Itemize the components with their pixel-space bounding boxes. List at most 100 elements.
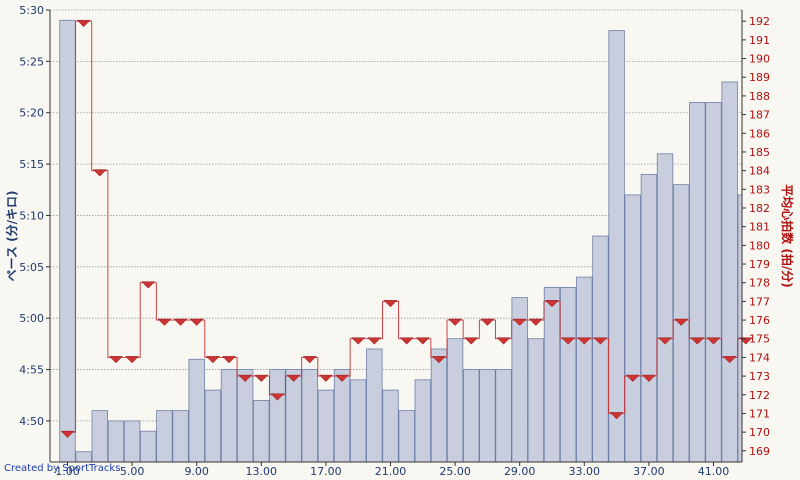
pace-bar-14 (269, 369, 286, 463)
pace-bar-41 (705, 102, 722, 463)
heartrate-line (60, 19, 753, 438)
right-tick-label-15: 184 (749, 165, 770, 178)
pace-bar-3 (91, 410, 108, 463)
heartrate-point-29 (512, 318, 527, 326)
right-tick-label-13: 182 (749, 202, 770, 215)
heartrate-point-27 (480, 318, 495, 326)
pace-bars (59, 19, 743, 463)
heartrate-point-36 (625, 374, 640, 382)
axes (49, 10, 743, 463)
pace-bar-32 (559, 286, 577, 463)
heartrate-point-12 (238, 374, 253, 382)
pace-bar-16 (301, 369, 318, 463)
right-tick-label-8: 177 (749, 295, 770, 308)
right-tick-label-1: 170 (749, 426, 770, 439)
heartrate-point-7 (157, 318, 172, 326)
pace-bar-37 (640, 173, 658, 463)
x-tick-label-5: 21.00 (375, 465, 407, 478)
x-axis-ticks: 1.00 5.00 9.00 13.00 17.00 21.00 25.00 29.00 33.… (55, 462, 729, 478)
pace-bar-20 (366, 348, 383, 463)
pace-bar-9 (188, 358, 205, 463)
pace-bar-18 (333, 369, 351, 463)
heartrate-point-16 (302, 356, 317, 364)
pace-bar-2 (75, 451, 92, 463)
heartrate-point-34 (593, 337, 608, 345)
pace-bar-12 (236, 369, 254, 463)
right-tick-label-3: 172 (749, 389, 770, 402)
x-tick-label-9: 37.00 (633, 465, 665, 478)
right-tick-label-19: 188 (749, 90, 770, 103)
x-tick-label-7: 29.00 (504, 465, 536, 478)
pace-bar-7 (156, 410, 173, 463)
heartrate-point-33 (577, 337, 592, 345)
heartrate-point-26 (464, 337, 479, 345)
pace-bar-31 (543, 286, 561, 463)
heartrate-point-30 (528, 318, 543, 326)
right-tick-label-16: 185 (749, 146, 770, 159)
heartrate-point-35 (609, 412, 624, 420)
pace-bar-19 (350, 379, 367, 463)
right-tick-label-23: 192 (749, 15, 770, 28)
pace-bar-26 (463, 369, 480, 463)
pace-bar-6 (140, 430, 157, 463)
heartrate-point-38 (657, 337, 673, 345)
heartrate-point-1 (60, 430, 75, 438)
heartrate-point-4 (108, 356, 124, 364)
right-tick-label-17: 186 (749, 127, 770, 140)
right-tick-label-9: 178 (749, 277, 770, 290)
right-axis-label: 平均心拍数 (拍/分) (780, 184, 795, 288)
pace-bar-4 (107, 420, 125, 463)
x-tick-label-8: 33.00 (569, 465, 601, 478)
heartrate-point-23 (415, 337, 430, 345)
heartrate-point-10 (205, 356, 220, 364)
heartrate-point-9 (189, 318, 204, 326)
left-axis-label: ペース (分/キロ) (4, 191, 19, 282)
pace-bar-42 (721, 81, 738, 463)
pace-bar-27 (479, 369, 496, 463)
grid (50, 9, 742, 422)
pace-bar-28 (495, 369, 512, 463)
left-tick-label-0: 4:50 (19, 415, 44, 428)
right-tick-label-2: 171 (749, 407, 770, 420)
heartrate-point-28 (496, 337, 511, 345)
x-tick-label-0: 1.00 (55, 465, 80, 478)
pace-bar-1 (59, 19, 76, 463)
heartrate-point-39 (674, 318, 689, 326)
heartrate-point-19 (351, 337, 366, 345)
right-tick-label-20: 189 (749, 71, 770, 84)
pace-bar-8 (172, 410, 189, 463)
heartrate-point-15 (286, 374, 301, 382)
credit-text: Created by SportTracks (4, 463, 121, 474)
right-tick-label-0: 169 (749, 445, 770, 458)
heartrate-point-42 (722, 356, 737, 364)
heartrate-point-18 (334, 374, 350, 382)
heartrate-point-11 (221, 356, 237, 364)
heartrate-point-32 (561, 337, 576, 345)
left-tick-label-3: 5:05 (19, 261, 44, 274)
right-tick-label-7: 176 (749, 314, 770, 327)
left-tick-label-2: 5:00 (19, 312, 44, 325)
heartrate-point-41 (706, 337, 721, 345)
heartrate-point-3 (92, 169, 107, 177)
right-tick-label-10: 179 (749, 258, 770, 271)
heartrate-point-5 (124, 356, 140, 364)
left-tick-label-6: 5:20 (19, 107, 44, 120)
pace-bar-23 (414, 379, 431, 463)
left-tick-label-5: 5:15 (19, 158, 44, 171)
heartrate-point-13 (254, 374, 269, 382)
heartrate-point-25 (447, 318, 463, 326)
right-tick-label-22: 191 (749, 34, 770, 47)
pace-bar-22 (398, 410, 415, 463)
pace-bar-13 (253, 399, 270, 463)
heartrate-point-14 (270, 393, 285, 401)
pace-bar-43 (737, 194, 743, 463)
pace-bar-33 (576, 276, 593, 463)
heartrate-point-21 (383, 300, 398, 308)
left-tick-label-4: 5:10 (19, 209, 44, 222)
pace-bar-30 (527, 338, 545, 463)
right-tick-label-14: 183 (749, 183, 770, 196)
left-tick-label-7: 5:25 (19, 55, 44, 68)
heartrate-point-2 (76, 19, 91, 28)
heartrate-point-40 (690, 337, 705, 345)
